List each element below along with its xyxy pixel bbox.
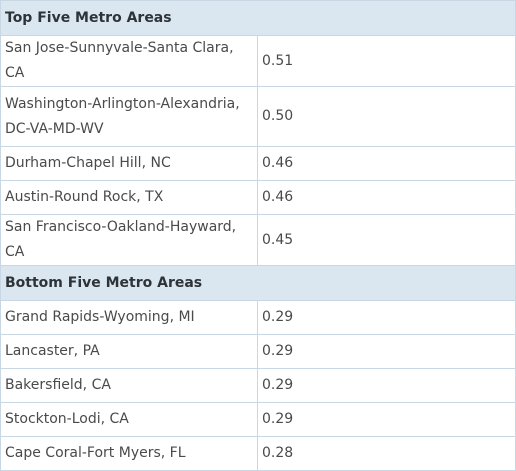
metro-area-name: Austin-Round Rock, TX — [0, 180, 258, 215]
metro-area-name: Lancaster, PA — [0, 334, 258, 369]
section-header-top: Top Five Metro Areas — [0, 0, 516, 36]
section-title: Top Five Metro Areas — [0, 0, 516, 36]
metro-area-name: Washington-Arlington-Alexandria, DC-VA-M… — [0, 86, 258, 147]
metro-area-value: 0.51 — [257, 35, 516, 87]
metro-area-value: 0.50 — [257, 86, 516, 147]
metro-area-value: 0.28 — [257, 436, 516, 471]
table-row: San Jose-Sunnyvale-Santa Clara, CA 0.51 — [0, 35, 516, 87]
metro-area-value: 0.29 — [257, 300, 516, 335]
table-row: Cape Coral-Fort Myers, FL 0.28 — [0, 436, 516, 471]
metro-area-name: Cape Coral-Fort Myers, FL — [0, 436, 258, 471]
metro-area-value: 0.29 — [257, 368, 516, 403]
table-row: Bakersfield, CA 0.29 — [0, 368, 516, 403]
metro-area-value: 0.29 — [257, 402, 516, 437]
section-header-bottom: Bottom Five Metro Areas — [0, 265, 516, 301]
section-title: Bottom Five Metro Areas — [0, 265, 516, 301]
table-row: Washington-Arlington-Alexandria, DC-VA-M… — [0, 86, 516, 147]
metro-area-name: San Jose-Sunnyvale-Santa Clara, CA — [0, 35, 258, 87]
metro-area-name: Bakersfield, CA — [0, 368, 258, 403]
metro-area-value: 0.46 — [257, 180, 516, 215]
table-row: Stockton-Lodi, CA 0.29 — [0, 402, 516, 437]
table-row: Lancaster, PA 0.29 — [0, 334, 516, 369]
metro-area-name: Grand Rapids-Wyoming, MI — [0, 300, 258, 335]
table-row: Durham-Chapel Hill, NC 0.46 — [0, 146, 516, 181]
metro-area-name: San Francisco-Oakland-Hayward, CA — [0, 214, 258, 266]
metro-area-value: 0.46 — [257, 146, 516, 181]
table-row: San Francisco-Oakland-Hayward, CA 0.45 — [0, 214, 516, 266]
metro-area-name: Durham-Chapel Hill, NC — [0, 146, 258, 181]
metro-area-name: Stockton-Lodi, CA — [0, 402, 258, 437]
metro-area-value: 0.45 — [257, 214, 516, 266]
metro-area-value: 0.29 — [257, 334, 516, 369]
table-row: Austin-Round Rock, TX 0.46 — [0, 180, 516, 215]
table-row: Grand Rapids-Wyoming, MI 0.29 — [0, 300, 516, 335]
